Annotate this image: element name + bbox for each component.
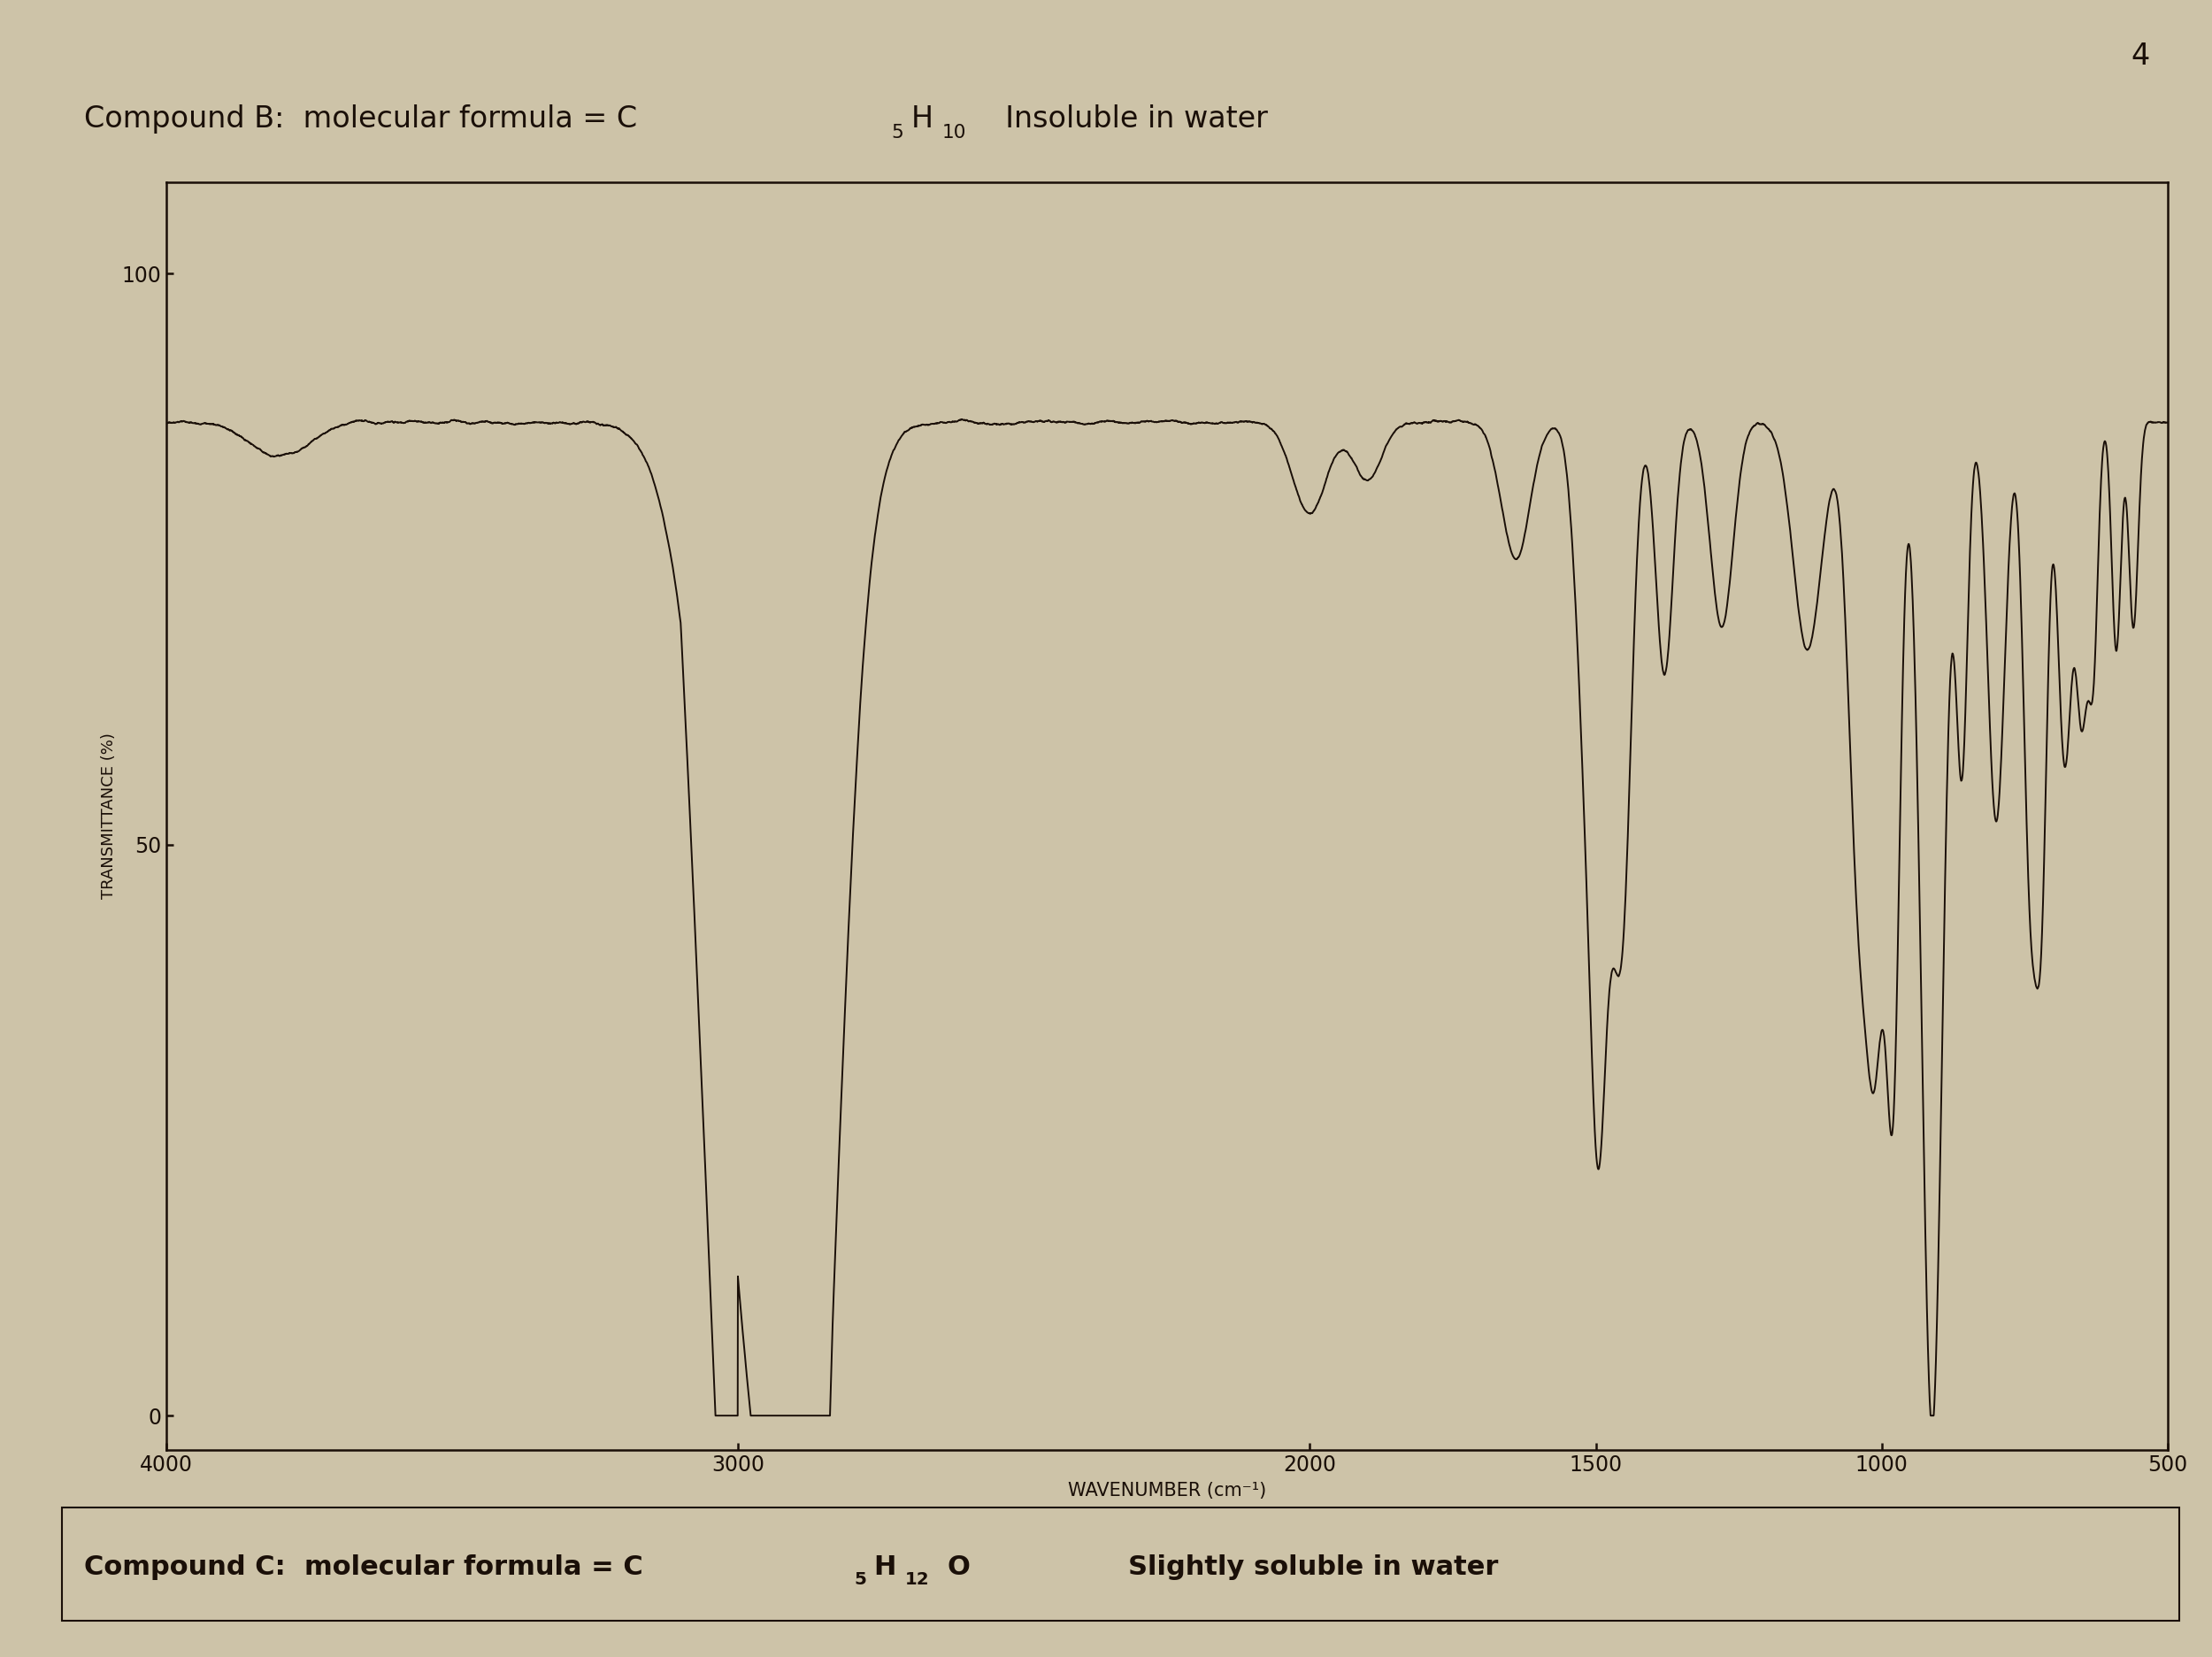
Text: Slightly soluble in water: Slightly soluble in water — [1128, 1554, 1498, 1579]
Text: Compound B:  molecular formula = C: Compound B: molecular formula = C — [84, 104, 637, 134]
Text: 4: 4 — [2132, 41, 2150, 71]
Text: H: H — [911, 104, 933, 134]
X-axis label: WAVENUMBER (cm⁻¹): WAVENUMBER (cm⁻¹) — [1068, 1481, 1265, 1500]
Text: Compound C:  molecular formula = C: Compound C: molecular formula = C — [84, 1554, 644, 1579]
Y-axis label: TRANSMITTANCE (%): TRANSMITTANCE (%) — [102, 732, 117, 900]
Text: 10: 10 — [942, 124, 967, 143]
Text: O: O — [947, 1554, 969, 1579]
Text: Insoluble in water: Insoluble in water — [987, 104, 1267, 134]
Text: 5: 5 — [854, 1571, 867, 1587]
Text: 5: 5 — [891, 124, 902, 143]
Bar — [62, 1508, 2179, 1621]
Text: H: H — [874, 1554, 896, 1579]
Text: 12: 12 — [905, 1571, 929, 1587]
